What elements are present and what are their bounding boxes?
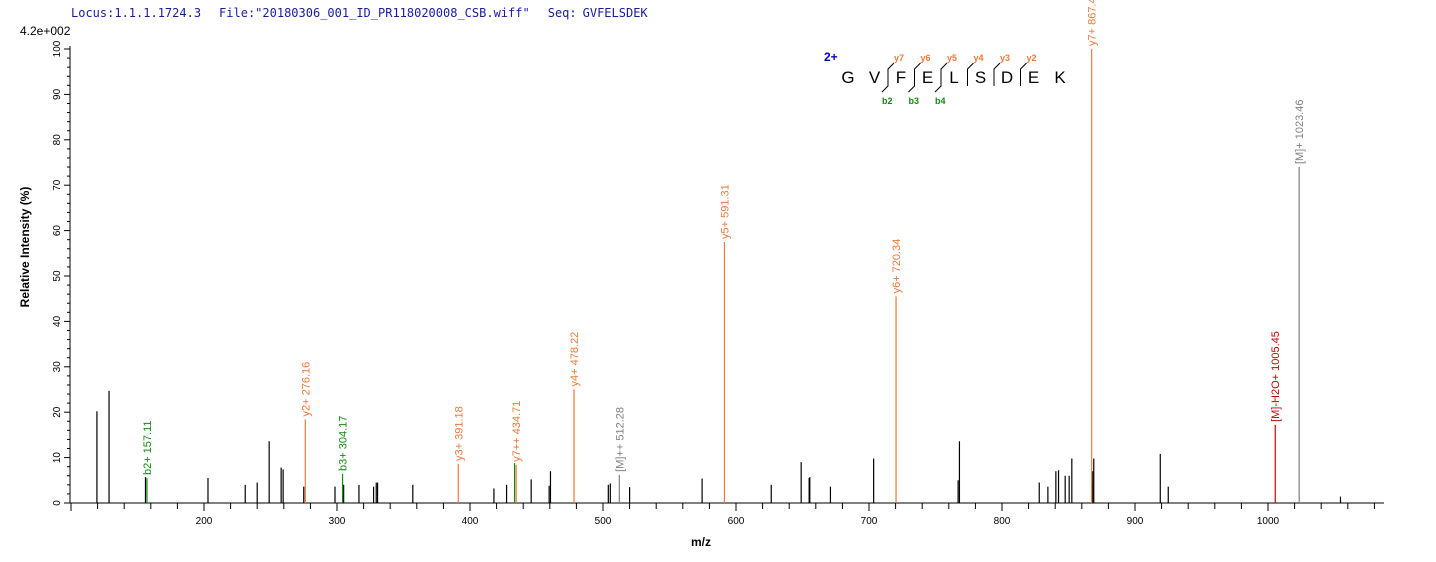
- y-axis-label: Relative Intensity (%): [18, 187, 32, 308]
- b-fragment-bracket: [908, 69, 915, 93]
- x-axis-label: m/z: [691, 535, 711, 549]
- seq-value: GVFELSDEK: [582, 6, 648, 20]
- b-ion-peak-label: b3+ 304.17: [338, 416, 350, 471]
- y-tick-label: 50: [52, 270, 63, 282]
- y-ion-peak-label: y7+ 867.42: [1087, 0, 1099, 46]
- b-ion-marker: b4: [935, 96, 946, 106]
- y-ion-marker: y2: [1027, 53, 1037, 63]
- y-ion-marker: y4: [974, 53, 984, 63]
- x-tick-label: 700: [861, 516, 878, 527]
- y-ion-peak-label: y3+ 391.18: [453, 406, 465, 461]
- y-ion-peak-label: y4+ 478.22: [569, 332, 581, 387]
- precursor-peak-label: [M]+ 1023.46: [1294, 100, 1306, 165]
- y-ion-peak-label: y2+ 276.16: [300, 362, 312, 417]
- residue-letter: D: [1001, 68, 1013, 87]
- b-ion-marker: b3: [909, 96, 920, 106]
- y-tick-label: 90: [52, 88, 63, 100]
- y-tick-label: 0: [52, 500, 63, 506]
- x-tick-label: 800: [994, 516, 1011, 527]
- b-fragment-bracket: [881, 69, 889, 93]
- residue-letter: K: [1054, 68, 1066, 87]
- x-tick-label: 1000: [1257, 516, 1280, 527]
- file-text: File:"20180306_001_ID_PR118020008_CSB.wi…: [219, 6, 530, 20]
- y-fragment-bracket: [993, 62, 1001, 86]
- y-tick-label: 100: [52, 40, 63, 57]
- x-tick-label: 300: [329, 516, 346, 527]
- x-tick-label: 900: [1127, 516, 1144, 527]
- y-tick-label: 40: [52, 315, 63, 327]
- y-ion-marker: y6: [921, 53, 931, 63]
- x-tick-label: 500: [595, 516, 612, 527]
- precursor-peak-label: [M]++ 512.28: [614, 407, 626, 472]
- residue-letter: V: [869, 68, 881, 87]
- neutral-loss-peak-label: [M]-H2O+ 1005.45: [1270, 331, 1282, 422]
- y-fragment-bracket: [914, 62, 921, 86]
- residue-letter: G: [841, 68, 854, 87]
- residue-letter: F: [896, 68, 906, 87]
- y-fragment-bracket: [940, 62, 948, 86]
- y-ion-marker: y3: [1000, 53, 1010, 63]
- x-tick-label: 200: [196, 516, 213, 527]
- y-tick-label: 30: [52, 361, 63, 373]
- y-ion-marker: y7: [894, 53, 904, 63]
- residue-letter: L: [949, 68, 958, 87]
- residue-letter: E: [922, 68, 933, 87]
- y-ion-marker: y5: [947, 53, 957, 63]
- y-tick-label: 80: [52, 134, 63, 146]
- x-tick-label: 400: [462, 516, 479, 527]
- charge-state: 2+: [824, 50, 838, 64]
- y-fragment-bracket: [887, 62, 895, 86]
- y-tick-label: 60: [52, 225, 63, 237]
- y-fragment-bracket: [1020, 62, 1027, 86]
- x-tick-label: 600: [728, 516, 745, 527]
- spectrum-header: Locus:1.1.1.1724.3 File:"20180306_001_ID_…: [71, 6, 666, 20]
- residue-letter: S: [975, 68, 986, 87]
- b-fragment-bracket: [934, 69, 942, 93]
- y-ion-peak-label: y5+ 591.31: [719, 184, 731, 239]
- intensity-scale-label: 4.2e+002: [20, 24, 71, 38]
- y-tick-label: 10: [52, 452, 63, 464]
- y-ion-peak-label: y7++ 434.71: [511, 401, 523, 462]
- b-ion-marker: b2: [882, 96, 893, 106]
- y-tick-label: 70: [52, 179, 63, 191]
- seq-label: Seq:: [547, 6, 577, 20]
- y-ion-peak-label: y6+ 720.34: [891, 239, 903, 294]
- y-tick-label: 20: [52, 406, 63, 418]
- b-ion-peak-label: b2+ 157.11: [142, 420, 154, 475]
- y-fragment-bracket: [967, 62, 974, 86]
- residue-letter: E: [1028, 68, 1039, 87]
- locus-text: Locus:1.1.1.1724.3: [71, 6, 202, 20]
